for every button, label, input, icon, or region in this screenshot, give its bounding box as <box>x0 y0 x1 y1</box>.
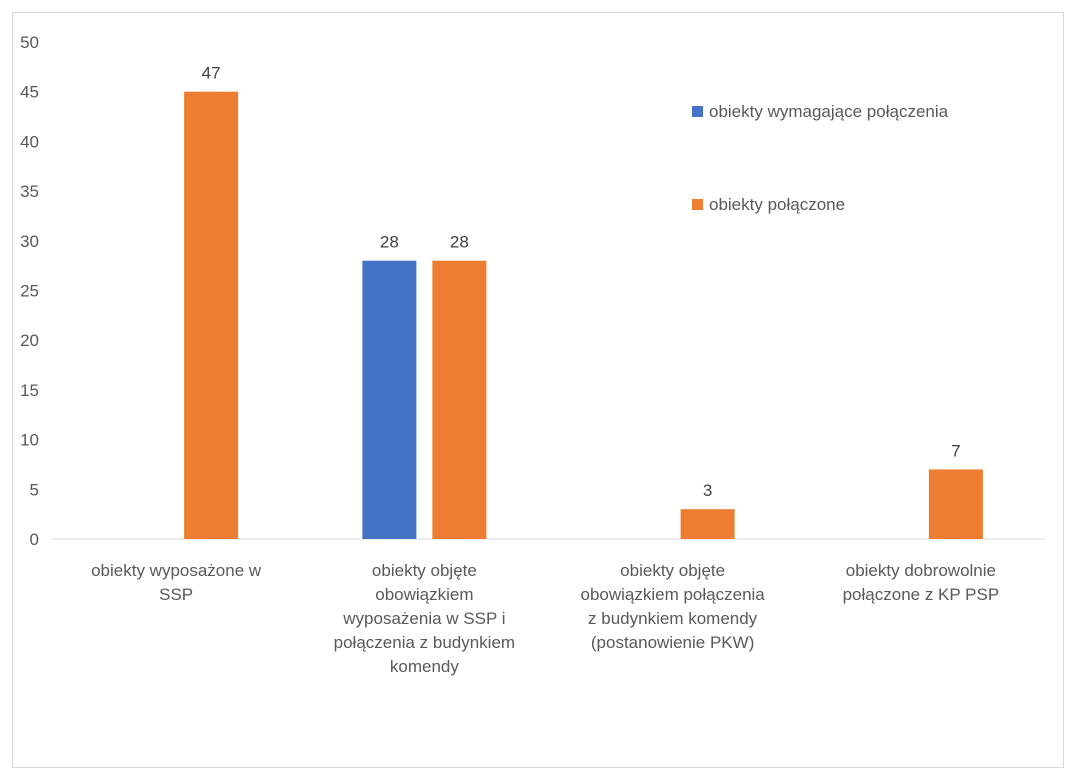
category-label: obiekty objęte obowiązkiem wyposażenia w S… <box>334 561 515 676</box>
category-label-line: obiekty dobrowolnie <box>846 561 996 580</box>
bar <box>184 91 239 539</box>
category-label-line: obiekty objęte <box>620 561 725 580</box>
bar <box>362 260 417 539</box>
category-label-line: obowiązkiem połączenia <box>580 585 765 604</box>
bar <box>432 260 487 539</box>
category-label-line: wyposażenia w SSP i <box>342 609 505 628</box>
category-label-line: obiekty objęte <box>372 561 477 580</box>
bar <box>928 469 983 539</box>
legend-swatch <box>692 199 703 210</box>
bar-chart: 0 5 10 15 20 25 30 35 40 45 50 47 obiekty wyposażone… <box>20 33 1045 676</box>
y-tick-label: 15 <box>20 381 39 400</box>
y-tick-label: 35 <box>20 182 39 201</box>
category-label-line: połączone z KP PSP <box>843 585 1000 604</box>
y-tick-label: 20 <box>20 331 39 350</box>
legend-swatch <box>692 106 703 117</box>
category-label: obiekty objęte obowiązkiem połączenia z bu… <box>580 561 765 652</box>
data-label: 28 <box>380 233 399 252</box>
legend-label: obiekty wymagające połączenia <box>709 102 949 121</box>
y-tick-label: 5 <box>30 480 39 499</box>
category-label-line: (postanowienie PKW) <box>591 633 754 652</box>
data-label: 7 <box>951 441 960 460</box>
y-tick-label: 0 <box>30 530 39 549</box>
category-label-line: obowiązkiem <box>375 585 473 604</box>
category-label-line: komendy <box>390 657 459 676</box>
y-tick-label: 30 <box>20 232 39 251</box>
category-label: obiekty wyposażone w SSP <box>91 561 262 604</box>
y-tick-label: 45 <box>20 83 39 102</box>
y-tick-label: 25 <box>20 282 39 301</box>
category-label-line: SSP <box>159 585 193 604</box>
y-tick-label: 50 <box>20 33 39 52</box>
category-label-line: połączenia z budynkiem <box>334 633 515 652</box>
data-label: 47 <box>202 64 221 83</box>
data-label: 28 <box>450 233 469 252</box>
y-tick-label: 40 <box>20 132 39 151</box>
data-label: 3 <box>703 481 712 500</box>
chart-frame: 0 5 10 15 20 25 30 35 40 45 50 47 obiekty wyposażone… <box>12 12 1064 768</box>
y-tick-label: 10 <box>20 431 39 450</box>
legend-label: obiekty połączone <box>709 195 845 214</box>
category-label-line: z budynkiem komendy <box>588 609 758 628</box>
category-label-line: obiekty wyposażone w <box>91 561 262 580</box>
bar <box>680 509 735 539</box>
category-label: obiekty dobrowolnie połączone z KP PSP <box>843 561 1000 604</box>
